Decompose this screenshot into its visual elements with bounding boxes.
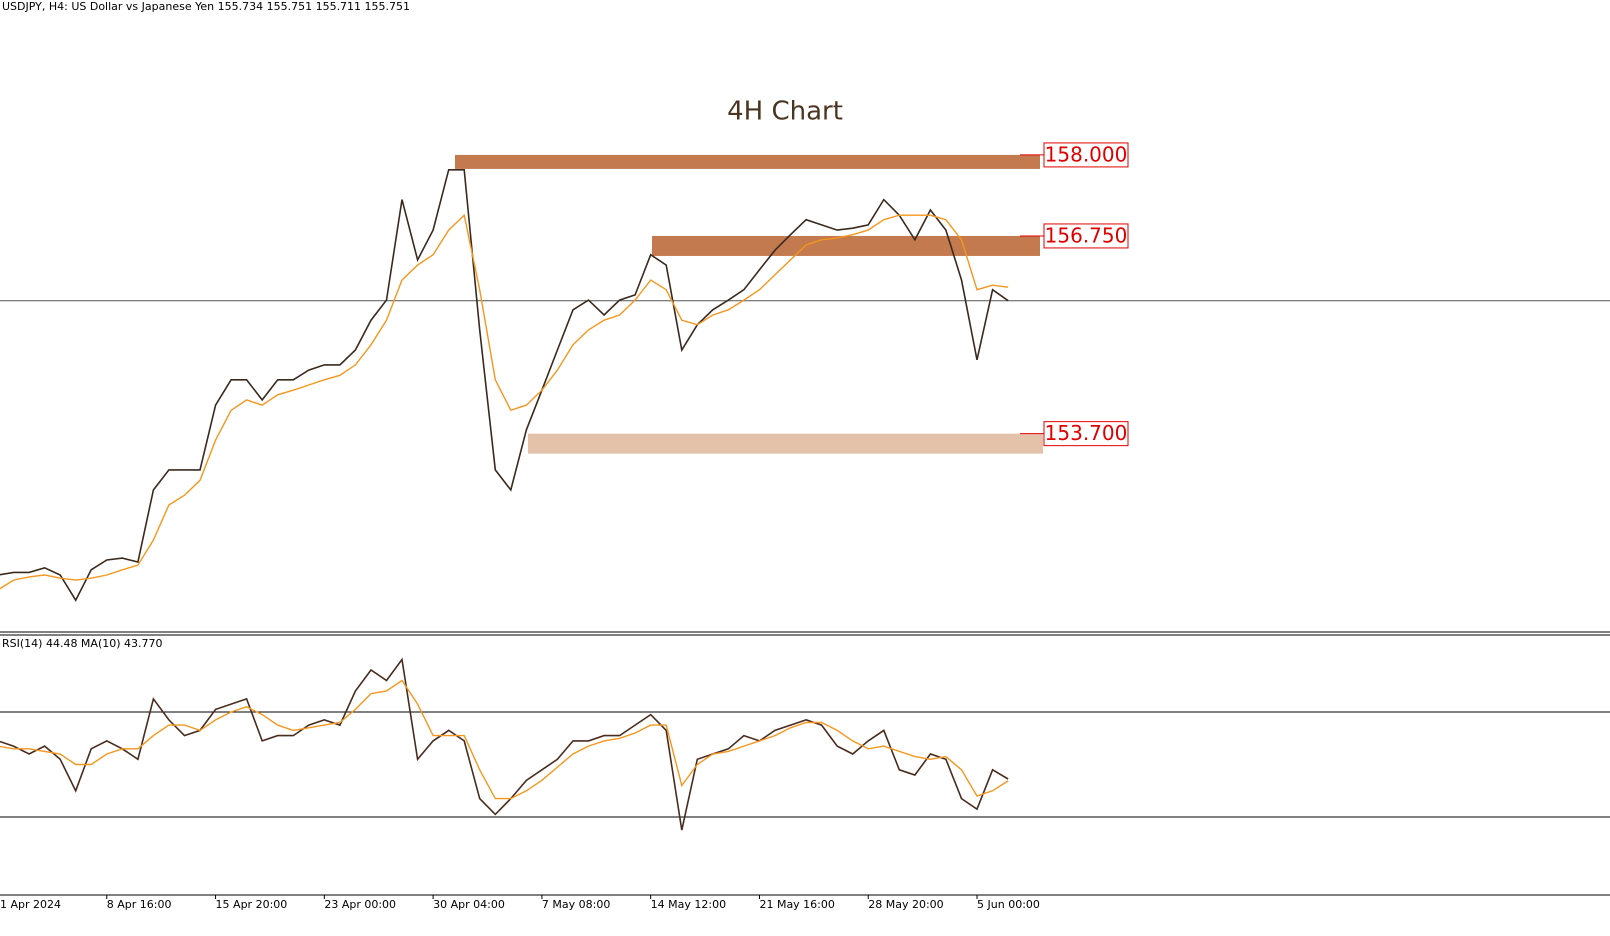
- level-label: 153.700: [1045, 421, 1128, 445]
- x-tick-label: 28 May 20:00: [868, 898, 943, 911]
- level-zone: [528, 433, 1043, 454]
- chart-title: 4H Chart: [727, 97, 843, 127]
- level-label: 158.000: [1045, 142, 1128, 166]
- level-label: 156.750: [1045, 223, 1128, 247]
- indicator-line: [0, 679, 1009, 800]
- x-tick-label: 23 Apr 00:00: [324, 898, 396, 911]
- price-line: [0, 213, 1009, 590]
- indicator-line: [0, 657, 1009, 831]
- x-tick-label: 30 Apr 04:00: [433, 898, 505, 911]
- indicator-label: RSI(14) 44.48 MA(10) 43.770: [2, 637, 163, 650]
- chart-header: USDJPY, H4: US Dollar vs Japanese Yen 15…: [2, 0, 410, 13]
- x-tick-label: 5 Jun 00:00: [977, 898, 1040, 911]
- x-tick-label: 15 Apr 20:00: [216, 898, 288, 911]
- x-tick-label: 21 May 16:00: [759, 898, 834, 911]
- price-line: [0, 169, 1009, 602]
- level-label-box: [1043, 223, 1129, 249]
- x-tick-label: 14 May 12:00: [651, 898, 726, 911]
- level-zone: [455, 154, 1040, 169]
- x-tick-label: 1 Apr 2024: [0, 898, 61, 911]
- level-label-box: [1043, 421, 1129, 447]
- level-zone: [652, 235, 1040, 256]
- x-tick-label: 8 Apr 16:00: [107, 898, 172, 911]
- level-label-box: [1043, 142, 1129, 168]
- x-tick-label: 7 May 08:00: [542, 898, 610, 911]
